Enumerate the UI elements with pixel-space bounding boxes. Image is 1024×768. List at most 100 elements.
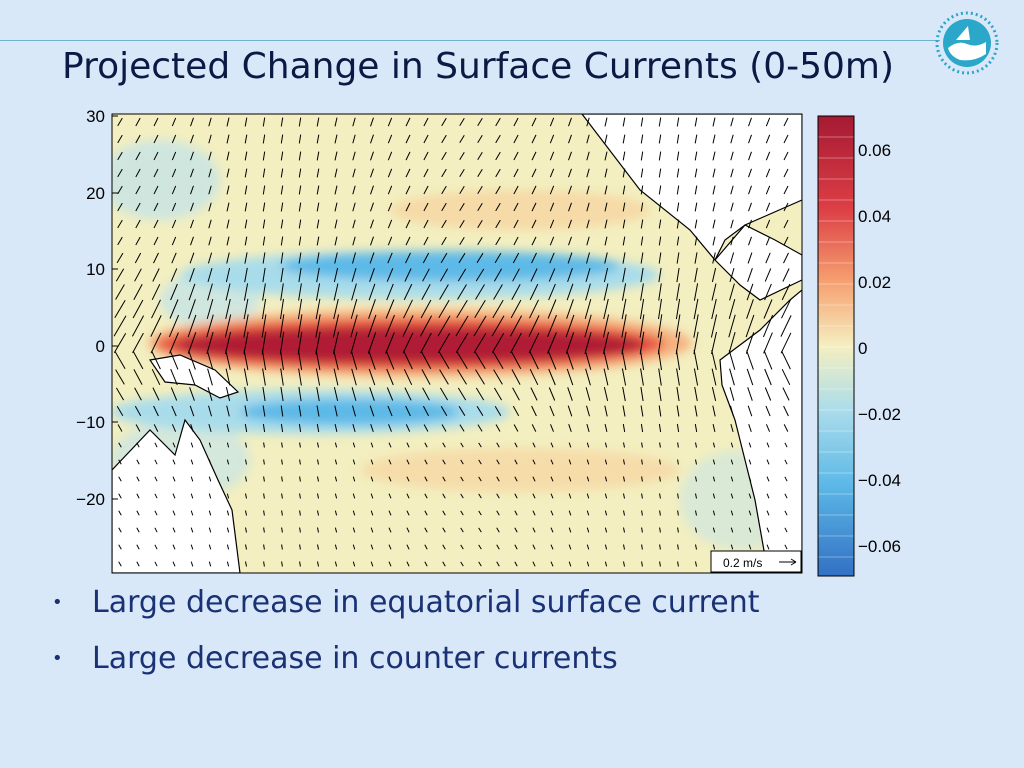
current-vector [567, 405, 573, 417]
current-vector [299, 442, 301, 448]
current-vector [532, 493, 536, 499]
current-vector [370, 424, 374, 432]
current-vector [151, 350, 161, 370]
current-vector [244, 151, 248, 161]
current-vector [513, 117, 519, 127]
current-vector [172, 544, 176, 550]
current-vector [511, 284, 521, 300]
current-vector [764, 283, 772, 301]
current-vector [547, 332, 557, 354]
current-vector [677, 544, 679, 550]
current-vector [439, 284, 449, 300]
current-vector [317, 459, 319, 465]
current-vector [568, 544, 572, 550]
current-vector [622, 405, 626, 417]
bullet-dot-icon: • [52, 592, 63, 613]
current-vector [477, 219, 483, 229]
current-vector [386, 268, 394, 282]
current-vector [351, 267, 357, 283]
current-vector [784, 544, 788, 550]
current-vector [677, 476, 679, 482]
current-vector [460, 544, 464, 550]
current-vector [712, 544, 716, 550]
current-vector [676, 185, 680, 195]
current-vector [388, 510, 392, 516]
current-vector [730, 493, 734, 499]
current-vector [496, 544, 500, 550]
current-vector [748, 117, 752, 127]
current-vector [730, 185, 734, 195]
current-vector [658, 349, 662, 371]
current-vector [621, 298, 627, 320]
current-vector [495, 134, 501, 144]
current-vector [442, 442, 446, 448]
colorbar-tick-label: −0.02 [858, 405, 901, 424]
current-vector [730, 405, 734, 417]
current-vector [478, 544, 482, 550]
current-vector [299, 493, 301, 499]
current-vector [474, 299, 486, 319]
current-vector [422, 405, 430, 417]
current-vector [784, 476, 788, 482]
current-vector [711, 267, 717, 283]
current-vector [406, 493, 410, 499]
current-vector [263, 510, 265, 516]
current-vector [298, 405, 302, 417]
current-vector [623, 510, 625, 516]
current-vector [370, 219, 374, 229]
current-vector [297, 349, 303, 371]
current-vector [568, 459, 572, 465]
current-vector [694, 202, 698, 212]
current-vector [350, 331, 358, 355]
current-vector [113, 332, 127, 354]
current-vector [641, 561, 643, 567]
current-vector [281, 442, 283, 448]
current-vector [387, 405, 393, 417]
current-vector [586, 544, 590, 550]
current-vector [263, 561, 265, 567]
current-vector [281, 561, 283, 567]
current-vector [350, 314, 358, 338]
current-vector [478, 561, 482, 567]
current-vector [188, 368, 196, 386]
current-vector [695, 510, 697, 516]
current-vector [730, 510, 734, 516]
current-vector [370, 236, 374, 246]
current-vector [404, 387, 412, 401]
current-vector [531, 117, 537, 127]
current-vector [621, 283, 627, 301]
current-vector [604, 117, 608, 127]
current-vector [584, 298, 592, 320]
current-vector [136, 459, 140, 465]
current-vector [746, 283, 754, 301]
current-vector [207, 267, 213, 283]
reference-arrow-box: 0.2 m/s [710, 550, 802, 573]
current-vector [764, 387, 772, 401]
current-vector [514, 510, 518, 516]
current-vector [153, 117, 159, 127]
current-vector [298, 117, 302, 127]
current-vector [676, 267, 680, 283]
current-vector [423, 202, 429, 212]
current-vector [280, 252, 284, 264]
current-vector [316, 202, 320, 212]
current-vector [728, 314, 736, 338]
current-vector [604, 493, 608, 499]
current-vector [388, 493, 392, 499]
current-vector [604, 168, 608, 178]
current-vector [225, 386, 231, 402]
current-vector [478, 510, 482, 516]
current-vector [712, 151, 716, 161]
current-vector [441, 134, 447, 144]
current-vector [298, 134, 302, 144]
current-vector [152, 268, 160, 282]
current-vector [118, 510, 122, 516]
current-vector [586, 527, 590, 533]
current-vector [712, 405, 716, 417]
current-vector [243, 314, 249, 338]
current-vector [711, 349, 717, 371]
current-vector [367, 314, 377, 338]
current-vector [442, 459, 446, 465]
current-vector [151, 283, 161, 301]
current-vector [550, 424, 554, 432]
